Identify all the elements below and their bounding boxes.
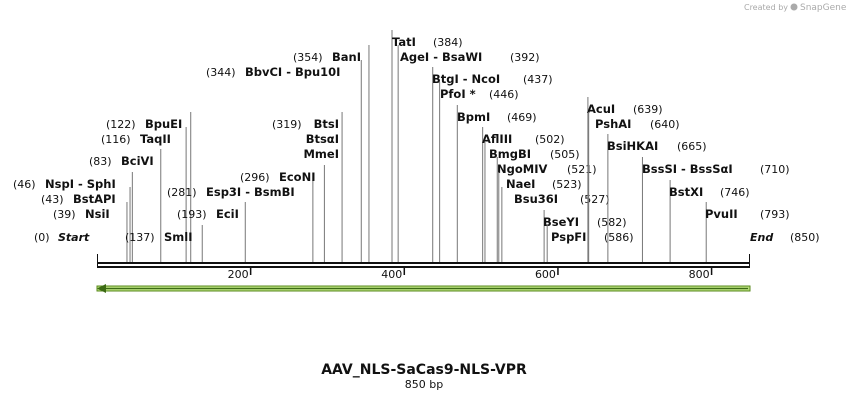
enzyme-name: NspI - SphI (45, 177, 116, 191)
site-label: (122) (106, 118, 136, 131)
ruler-tick-label: 400 (381, 268, 402, 281)
enzyme-name: TatI (392, 35, 416, 49)
enzyme-name: AgeI - BsaWI (400, 50, 482, 64)
enzyme-name: SmlI (164, 230, 193, 244)
enzyme-name: BtgI - NcoI (432, 72, 500, 86)
enzyme-name: BstXI (669, 185, 703, 199)
site-label: (116) (101, 133, 131, 146)
enzyme-name: BpuEI (145, 117, 182, 131)
site-label: (46) (13, 178, 36, 191)
enzyme-name: AflIII (482, 132, 512, 146)
site-label: (793) (760, 208, 790, 221)
site-label: (344) (206, 66, 236, 79)
site-label: (469) (507, 111, 537, 124)
site-label: (521) (567, 163, 597, 176)
site-label: (527) (580, 193, 610, 206)
site-label: (137) (125, 231, 155, 244)
enzyme-name: BstAPI (73, 192, 116, 206)
enzyme-name: BbvCI - Bpu10I (245, 65, 340, 79)
ruler-end (97, 254, 98, 268)
enzyme-name: Esp3I - BsmBI (206, 185, 295, 199)
end-label: End (750, 231, 773, 244)
enzyme-name: Bsu36I (514, 192, 558, 206)
enzyme-name: PvuII (705, 207, 738, 221)
site-label: (710) (760, 163, 790, 176)
enzyme-name: BtsI (314, 117, 339, 131)
site-label: (582) (597, 216, 627, 229)
site-label: (746) (720, 186, 750, 199)
enzyme-name: BseYI (543, 215, 579, 229)
title: AAV_NLS-SaCas9-NLS-VPR (321, 362, 527, 378)
site-label: (193) (177, 208, 207, 221)
site-label: (83) (89, 155, 112, 168)
product: SnapGene (800, 3, 847, 13)
enzyme-name: PshAI (595, 117, 631, 131)
site-label: (296) (240, 171, 270, 184)
enzyme-name: EcoNI (279, 170, 315, 184)
ruler-tick-label: 600 (535, 268, 556, 281)
enzyme-name: EciI (216, 207, 239, 221)
ruler-end (749, 254, 750, 268)
site-label: (523) (552, 178, 582, 191)
logo (790, 3, 798, 11)
site-label: (665) (677, 140, 707, 153)
site-label: (505) (550, 148, 580, 161)
enzyme-name: NaeI (506, 177, 535, 191)
enzyme-name: PspFI (551, 230, 586, 244)
enzyme-name: BssSI - BssSαI (642, 162, 733, 176)
site-label: (437) (523, 73, 553, 86)
enzyme-name: TaqII (140, 132, 171, 146)
site-label: (281) (167, 186, 197, 199)
created-by: Created by (744, 3, 788, 12)
enzyme-name: BmgBI (489, 147, 531, 161)
site-label: (392) (510, 51, 540, 64)
site-label: (319) (272, 118, 302, 131)
site-label: (43) (41, 193, 64, 206)
enzyme-name: NgoMIV (497, 162, 547, 176)
enzyme-name: MmeI (303, 147, 339, 161)
start-label: Start (58, 231, 90, 244)
site-label: (446) (489, 88, 519, 101)
site-label: (639) (633, 103, 663, 116)
enzyme-name: PfoI * (440, 87, 476, 101)
site-label: (384) (433, 36, 463, 49)
enzyme-name: BsiHKAI (607, 139, 658, 153)
enzyme-name: BpmI (457, 110, 490, 124)
enzyme-name: BtsαI (306, 132, 339, 146)
enzyme-name: BanI (332, 50, 361, 64)
site-label: (586) (604, 231, 634, 244)
enzyme-name: AcuI (587, 102, 615, 116)
site-label: (502) (535, 133, 565, 146)
enzyme-name: BciVI (121, 154, 154, 168)
backbone (97, 266, 750, 268)
site-label: (0) (34, 231, 50, 244)
enzyme-name: NsiI (85, 207, 110, 221)
site-label: (354) (293, 51, 323, 64)
backbone (97, 262, 750, 264)
site-label: (850) (790, 231, 820, 244)
site-label: (640) (650, 118, 680, 131)
ruler-tick-label: 800 (689, 268, 710, 281)
ruler-tick-label: 200 (228, 268, 249, 281)
arrow-head (97, 284, 106, 293)
size-label: 850 bp (405, 378, 443, 391)
site-label: (39) (53, 208, 76, 221)
